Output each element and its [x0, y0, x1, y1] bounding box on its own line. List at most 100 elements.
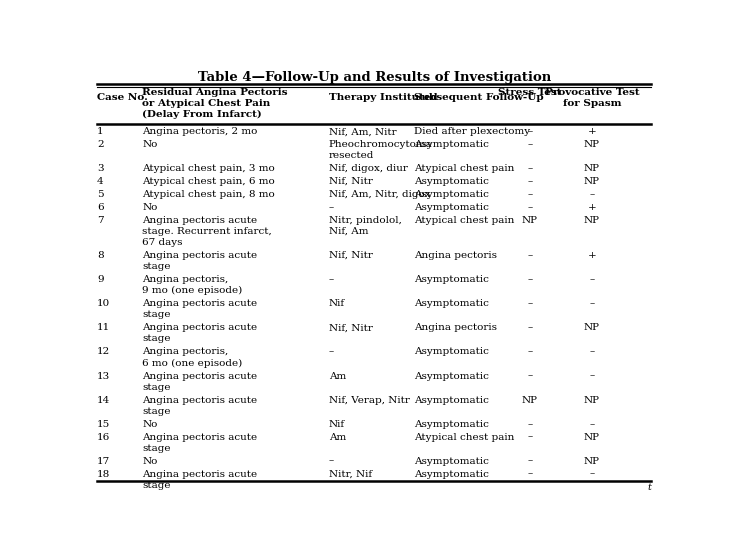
Text: Angina pectoris: Angina pectoris: [414, 323, 496, 332]
Text: Residual Angina Pectoris
or Atypical Chest Pain
(Delay From Infarct): Residual Angina Pectoris or Atypical Che…: [142, 88, 288, 119]
Text: Am: Am: [328, 372, 346, 380]
Text: Stress Test: Stress Test: [498, 88, 561, 97]
Text: Angina pectoris acute
stage: Angina pectoris acute stage: [142, 251, 257, 271]
Text: Asymptomatic: Asymptomatic: [414, 372, 488, 380]
Text: Subsequent Follow-Up: Subsequent Follow-Up: [414, 93, 543, 102]
Text: Atypical chest pain, 6 mo: Atypical chest pain, 6 mo: [142, 177, 275, 186]
Text: 18: 18: [97, 469, 110, 479]
Text: No: No: [142, 203, 158, 212]
Text: –: –: [589, 419, 594, 429]
Text: Angina pectoris acute
stage: Angina pectoris acute stage: [142, 469, 257, 490]
Text: No: No: [142, 419, 158, 429]
Text: –: –: [527, 469, 532, 479]
Text: Asymptomatic: Asymptomatic: [414, 190, 488, 199]
Text: –: –: [527, 127, 532, 136]
Text: Nif: Nif: [328, 299, 345, 308]
Text: Atypical chest pain: Atypical chest pain: [414, 216, 514, 225]
Text: No: No: [142, 140, 158, 160]
Text: Asymptomatic: Asymptomatic: [414, 457, 488, 466]
Text: 9: 9: [97, 275, 104, 284]
Text: NP: NP: [584, 177, 600, 186]
Text: –: –: [527, 299, 532, 308]
Text: Asymptomatic: Asymptomatic: [414, 140, 488, 149]
Text: +: +: [588, 251, 596, 260]
Text: Angina pectoris, 2 mo: Angina pectoris, 2 mo: [142, 127, 258, 136]
Text: Angina pectoris acute
stage: Angina pectoris acute stage: [142, 323, 257, 344]
Text: Table 4—Follow-Up and Results of Investigation: Table 4—Follow-Up and Results of Investi…: [198, 71, 550, 84]
Text: –: –: [527, 275, 532, 284]
Text: Asymptomatic: Asymptomatic: [414, 469, 488, 479]
Text: Asymptomatic: Asymptomatic: [414, 299, 488, 308]
Text: –: –: [527, 177, 532, 186]
Text: –: –: [589, 469, 594, 479]
Text: Angina pectoris acute
stage: Angina pectoris acute stage: [142, 433, 257, 453]
Text: –: –: [527, 348, 532, 356]
Text: t: t: [648, 483, 651, 492]
Text: Asymptomatic: Asymptomatic: [414, 396, 488, 405]
Text: –: –: [527, 190, 532, 199]
Text: Angina pectoris,
6 mo (one episode): Angina pectoris, 6 mo (one episode): [142, 348, 242, 368]
Text: Atypical chest pain, 8 mo: Atypical chest pain, 8 mo: [142, 190, 275, 199]
Text: NP: NP: [584, 457, 600, 466]
Text: Asymptomatic: Asymptomatic: [414, 177, 488, 186]
Text: Angina pectoris acute
stage: Angina pectoris acute stage: [142, 299, 257, 320]
Text: Nif, Am, Nitr: Nif, Am, Nitr: [328, 127, 396, 136]
Text: 7: 7: [97, 216, 104, 225]
Text: –: –: [527, 419, 532, 429]
Text: Atypical chest pain: Atypical chest pain: [414, 433, 514, 441]
Text: –: –: [589, 348, 594, 356]
Text: 3: 3: [97, 164, 104, 173]
Text: Pheochromocytoma
resected: Pheochromocytoma resected: [328, 140, 433, 160]
Text: 4: 4: [97, 177, 104, 186]
Text: Asymptomatic: Asymptomatic: [414, 203, 488, 212]
Text: Am: Am: [328, 433, 346, 441]
Text: NP: NP: [584, 164, 600, 173]
Text: Asymptomatic: Asymptomatic: [414, 419, 488, 429]
Text: Angina pectoris acute
stage. Recurrent infarct,
67 days: Angina pectoris acute stage. Recurrent i…: [142, 216, 272, 247]
Text: –: –: [589, 275, 594, 284]
Text: Asymptomatic: Asymptomatic: [414, 275, 488, 284]
Text: Angina pectoris: Angina pectoris: [414, 251, 496, 260]
Text: NP: NP: [584, 140, 600, 149]
Text: Nif: Nif: [328, 419, 345, 429]
Text: –: –: [527, 323, 532, 332]
Text: Angina pectoris,
9 mo (one episode): Angina pectoris, 9 mo (one episode): [142, 275, 242, 295]
Text: NP: NP: [522, 396, 538, 405]
Text: –: –: [328, 457, 334, 466]
Text: –: –: [328, 203, 334, 212]
Text: –: –: [589, 372, 594, 380]
Text: Atypical chest pain: Atypical chest pain: [414, 164, 514, 173]
Text: 16: 16: [97, 433, 110, 441]
Text: 13: 13: [97, 372, 110, 380]
Text: No: No: [142, 457, 158, 466]
Text: 5: 5: [97, 190, 104, 199]
Text: –: –: [589, 190, 594, 199]
Text: Nitr, Nif: Nitr, Nif: [328, 469, 372, 479]
Text: –: –: [589, 299, 594, 308]
Text: 17: 17: [97, 457, 110, 466]
Text: 12: 12: [97, 348, 110, 356]
Text: Nif, Verap, Nitr: Nif, Verap, Nitr: [328, 396, 410, 405]
Text: NP: NP: [584, 396, 600, 405]
Text: Asymptomatic: Asymptomatic: [414, 348, 488, 356]
Text: –: –: [527, 164, 532, 173]
Text: Nif, digox, diur: Nif, digox, diur: [328, 164, 408, 173]
Text: 10: 10: [97, 299, 110, 308]
Text: Nif, Am, Nitr, digox: Nif, Am, Nitr, digox: [328, 190, 431, 199]
Text: NP: NP: [522, 216, 538, 225]
Text: –: –: [527, 457, 532, 466]
Text: Nif, Nitr: Nif, Nitr: [328, 323, 373, 332]
Text: 14: 14: [97, 396, 110, 405]
Text: –: –: [527, 433, 532, 441]
Text: –: –: [527, 372, 532, 380]
Text: Died after plexectomy: Died after plexectomy: [414, 127, 530, 136]
Text: +: +: [588, 203, 596, 212]
Text: 1: 1: [97, 127, 104, 136]
Text: Nif, Nitr: Nif, Nitr: [328, 177, 373, 186]
Text: 15: 15: [97, 419, 110, 429]
Text: –: –: [328, 275, 334, 284]
Text: 2: 2: [97, 140, 104, 149]
Text: +: +: [588, 127, 596, 136]
Text: NP: NP: [584, 323, 600, 332]
Text: 6: 6: [97, 203, 104, 212]
